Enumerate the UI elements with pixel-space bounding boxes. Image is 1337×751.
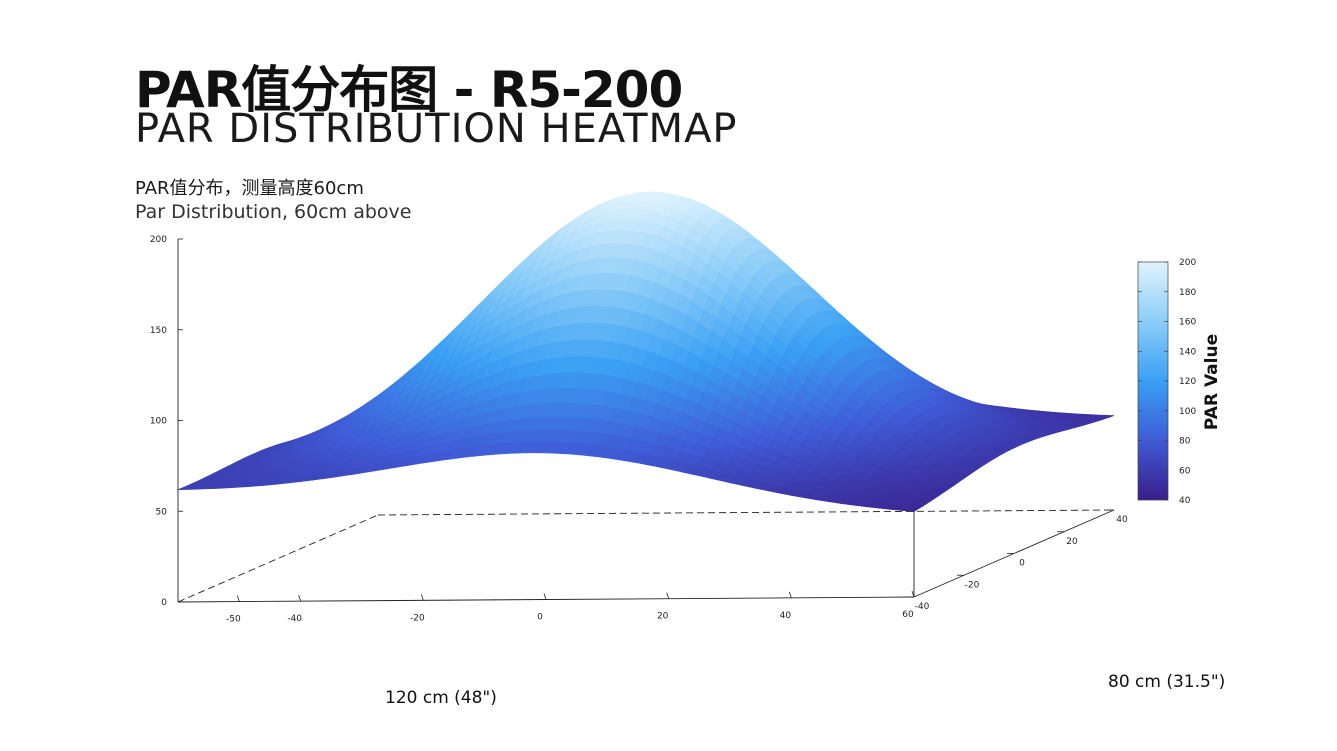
x-tick-label: 20 xyxy=(657,612,669,622)
x-tick-label: -40 xyxy=(287,614,302,624)
axes xyxy=(177,238,1115,603)
axis-line xyxy=(377,509,1115,516)
chart-caption-en: Par Distribution, 60cm above xyxy=(135,201,412,223)
y-axis-label: 80 cm (31.5") xyxy=(1108,672,1225,692)
y-tick-label: 40 xyxy=(1116,515,1128,525)
x-tick-label: 40 xyxy=(780,611,792,621)
colorbar-tick-label: 100 xyxy=(1179,407,1196,417)
y-tick-label: -20 xyxy=(965,580,980,590)
y-tick-label: 20 xyxy=(1066,537,1078,547)
x-tick-mark xyxy=(788,591,792,598)
z-tick-label: 200 xyxy=(150,235,167,245)
z-tick-label: 0 xyxy=(161,598,167,608)
x-tick-mark xyxy=(911,590,915,598)
colorbar-tick-label: 40 xyxy=(1179,496,1191,506)
colorbar-tick-label: 200 xyxy=(1179,258,1196,268)
colorbar-tick-label: 140 xyxy=(1179,347,1196,357)
x-tick-label: -20 xyxy=(410,613,425,623)
colorbar-tick-label: 80 xyxy=(1179,437,1191,447)
page-title: PAR值分布图 - R5-200 xyxy=(135,61,683,119)
x-axis-label: 120 cm (48") xyxy=(385,688,497,708)
colorbar-scale xyxy=(1137,261,1169,501)
x-tick-label: -50 xyxy=(226,615,241,625)
y-tick-label: -40 xyxy=(915,602,930,612)
x-tick-label: 0 xyxy=(537,613,543,623)
surface-mesh xyxy=(177,191,1115,512)
colorbar-tick-label: 120 xyxy=(1179,377,1196,387)
colorbar-label: PAR Value xyxy=(1202,334,1222,430)
z-tick-label: 100 xyxy=(150,417,167,427)
colorbar-tick-label: 160 xyxy=(1179,318,1196,328)
x-tick-mark xyxy=(666,592,670,599)
page-subtitle: PAR DISTRIBUTION HEATMAP xyxy=(135,106,738,152)
z-tick-label: 50 xyxy=(156,507,168,517)
x-tick-mark xyxy=(236,595,240,602)
x-tick-mark xyxy=(420,594,424,601)
z-tick-label: 150 xyxy=(150,326,167,336)
colorbar-tick-label: 180 xyxy=(1179,288,1196,298)
colorbar-tick-label: 60 xyxy=(1179,466,1191,476)
x-tick-mark xyxy=(543,593,547,600)
x-tick-mark xyxy=(298,595,302,602)
y-tick-label: 0 xyxy=(1019,559,1025,569)
x-tick-label: 60 xyxy=(902,610,914,620)
chart-caption-cn: PAR值分布，测量高度60cm xyxy=(135,178,364,199)
axis-line xyxy=(177,514,379,603)
colorbar: 40 60 80 100 120 140 160 180 200 xyxy=(1137,258,1196,506)
